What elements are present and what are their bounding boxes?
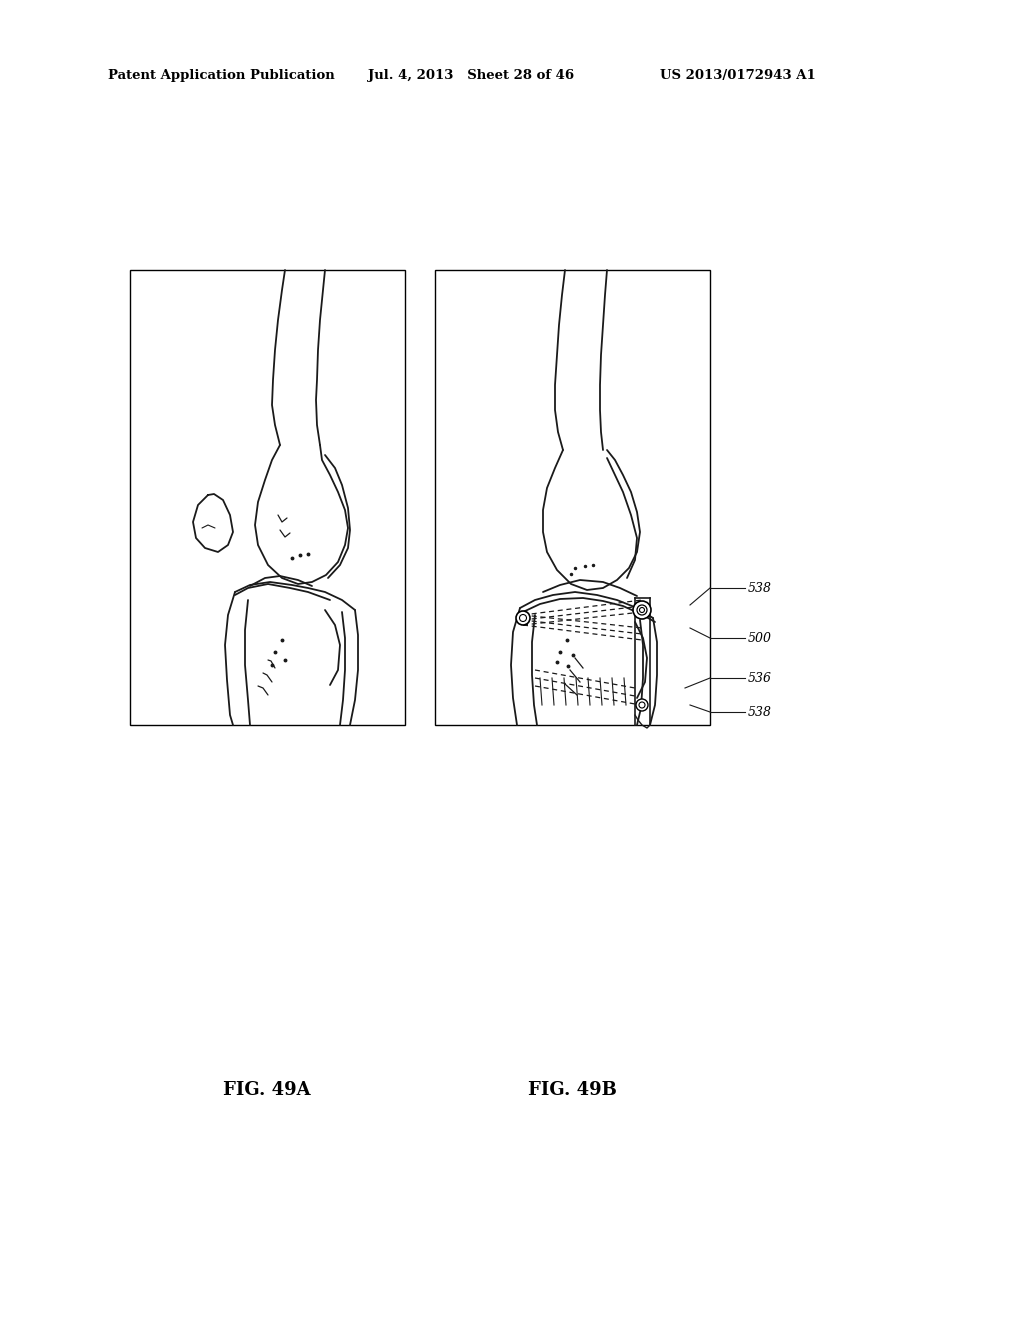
- Circle shape: [637, 605, 647, 615]
- Circle shape: [633, 601, 651, 619]
- Text: FIG. 49A: FIG. 49A: [223, 1081, 311, 1100]
- Text: 538: 538: [748, 582, 772, 594]
- Text: 500: 500: [748, 631, 772, 644]
- Text: 536: 536: [748, 672, 772, 685]
- Circle shape: [519, 615, 526, 622]
- Text: 538: 538: [748, 705, 772, 718]
- Text: FIG. 49B: FIG. 49B: [527, 1081, 616, 1100]
- Bar: [435, 271, 710, 725]
- Circle shape: [640, 607, 644, 612]
- Circle shape: [636, 700, 648, 711]
- Circle shape: [516, 611, 530, 624]
- Text: Patent Application Publication: Patent Application Publication: [108, 69, 335, 82]
- Circle shape: [639, 702, 645, 708]
- Bar: [130, 271, 406, 725]
- Text: Jul. 4, 2013   Sheet 28 of 46: Jul. 4, 2013 Sheet 28 of 46: [368, 69, 574, 82]
- Text: US 2013/0172943 A1: US 2013/0172943 A1: [660, 69, 816, 82]
